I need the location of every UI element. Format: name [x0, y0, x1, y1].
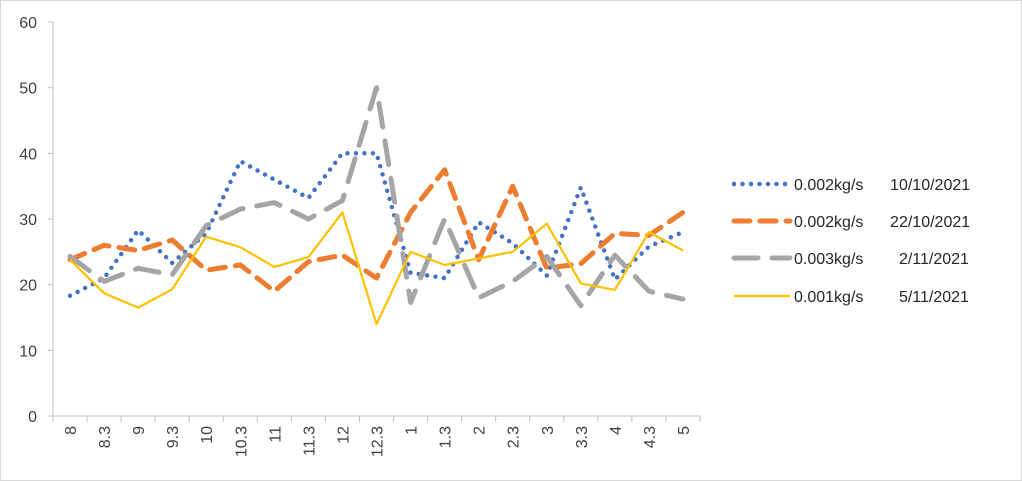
- x-tick-label: 10.3: [233, 426, 250, 457]
- legend-label-2: 0.002kg/s 22/10/2021: [794, 214, 970, 231]
- y-tick-label: 0: [28, 409, 37, 426]
- x-tick-label: 5: [676, 426, 693, 435]
- series-line-4: [69, 211, 684, 326]
- y-tick-label: 30: [19, 212, 37, 229]
- x-tick-label: 10: [199, 426, 216, 444]
- series-line-1: [67, 151, 686, 299]
- x-tick-label: 12: [335, 426, 352, 444]
- x-tick-label: 3: [540, 426, 557, 435]
- legend-label-1: 0.002kg/s 10/10/2021: [794, 177, 970, 194]
- x-tick-label: 11: [267, 426, 284, 443]
- y-tick-label: 20: [19, 278, 37, 295]
- x-tick-label: 8: [63, 426, 80, 435]
- x-tick-label: 8.3: [97, 426, 114, 448]
- legend: 0.002kg/s 10/10/2021 0.002kg/s 22/10/2021…: [731, 177, 970, 306]
- y-tick-label: 40: [19, 146, 37, 163]
- x-tick-label: 4: [608, 426, 625, 435]
- y-tick-label: 10: [19, 343, 37, 360]
- x-tick-label: 4.3: [642, 426, 659, 448]
- x-tick-label: 9: [131, 426, 148, 435]
- x-tick-label: 2.3: [506, 426, 523, 448]
- y-tick-label: 60: [19, 15, 37, 32]
- series-layer: [67, 85, 686, 326]
- x-tick-label: 9.3: [165, 426, 182, 448]
- legend-label-3: 0.003kg/s 2/11/2021: [794, 251, 969, 268]
- x-tick-label: 11.3: [301, 426, 318, 456]
- series-line-2: [67, 167, 686, 294]
- x-tick-label: 2: [472, 426, 489, 435]
- x-tick-label: 12.3: [370, 426, 387, 457]
- x-tick-label: 1.3: [438, 426, 455, 448]
- legend-label-4: 0.001kg/s 5/11/2021: [794, 289, 969, 306]
- series-line-3: [67, 85, 686, 309]
- x-tick-label: 3.3: [574, 426, 591, 448]
- y-tick-label: 50: [19, 81, 37, 98]
- x-tick-label: 1: [404, 426, 421, 435]
